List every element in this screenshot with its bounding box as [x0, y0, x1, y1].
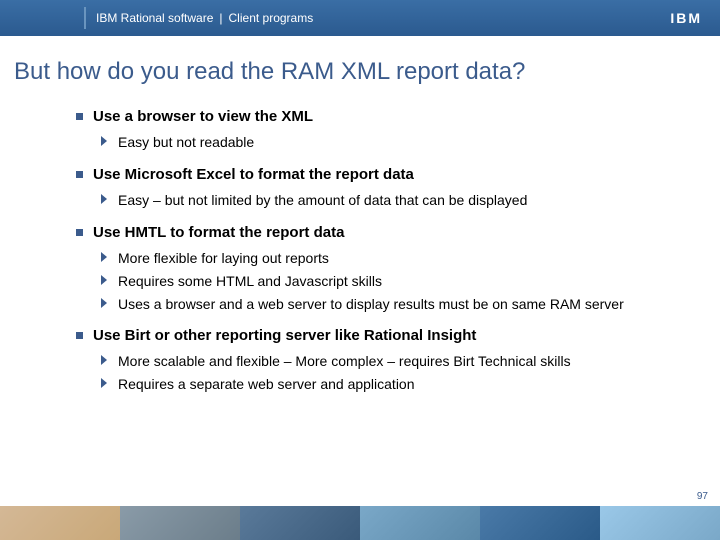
ibm-logo: IBM — [670, 10, 702, 26]
arrow-bullet-icon — [100, 193, 110, 205]
bullet-sub-text: Uses a browser and a web server to displ… — [118, 295, 624, 314]
bullet-main-line: Use Birt or other reporting server like … — [76, 327, 668, 344]
footer-cell — [360, 506, 480, 540]
header-separator: | — [219, 11, 222, 25]
square-bullet-icon — [76, 332, 83, 339]
arrow-bullet-icon — [100, 297, 110, 309]
bullet-main-line: Use HMTL to format the report data — [76, 224, 668, 241]
bullet-item: Use Microsoft Excel to format the report… — [76, 166, 668, 210]
bullet-main-text: Use Microsoft Excel to format the report… — [93, 166, 414, 183]
footer-cell — [600, 506, 720, 540]
bullet-sub-line: Easy – but not limited by the amount of … — [100, 191, 668, 210]
bullet-sub-text: Requires a separate web server and appli… — [118, 375, 415, 394]
bullet-main-line: Use a browser to view the XML — [76, 108, 668, 125]
bullet-sub-text: Requires some HTML and Javascript skills — [118, 272, 382, 291]
footer-image-strip — [0, 506, 720, 540]
bullet-sub-line: Easy but not readable — [100, 133, 668, 152]
arrow-bullet-icon — [100, 274, 110, 286]
footer-cell — [240, 506, 360, 540]
slide-title: But how do you read the RAM XML report d… — [14, 58, 720, 86]
square-bullet-icon — [76, 113, 83, 120]
page-number: 97 — [697, 491, 708, 502]
bullet-sub-line: More scalable and flexible – More comple… — [100, 352, 668, 371]
header-left: IBM Rational software | Client programs — [0, 0, 313, 36]
bullet-item: Use Birt or other reporting server like … — [76, 327, 668, 394]
arrow-bullet-icon — [100, 377, 110, 389]
bullet-main-line: Use Microsoft Excel to format the report… — [76, 166, 668, 183]
header-section: Client programs — [229, 11, 314, 25]
bullet-main-text: Use a browser to view the XML — [93, 108, 313, 125]
header-brand: IBM Rational software — [96, 11, 213, 25]
footer-cell — [480, 506, 600, 540]
arrow-bullet-icon — [100, 251, 110, 263]
footer-strip — [0, 506, 720, 540]
footer-cell — [120, 506, 240, 540]
arrow-bullet-icon — [100, 135, 110, 147]
bullet-sub-line: More flexible for laying out reports — [100, 249, 668, 268]
footer-cell — [0, 506, 120, 540]
bullet-sub-line: Uses a browser and a web server to displ… — [100, 295, 668, 314]
header-divider — [84, 7, 86, 29]
bullet-main-text: Use HMTL to format the report data — [93, 224, 344, 241]
square-bullet-icon — [76, 229, 83, 236]
ibm-logo-text: IBM — [670, 10, 702, 26]
bullet-item: Use HMTL to format the report data More f… — [76, 224, 668, 314]
bullet-sub-text: Easy but not readable — [118, 133, 254, 152]
header-bar: IBM Rational software | Client programs … — [0, 0, 720, 36]
bullet-sub-line: Requires some HTML and Javascript skills — [100, 272, 668, 291]
bullet-item: Use a browser to view the XML Easy but no… — [76, 108, 668, 152]
bullet-sub-text: Easy – but not limited by the amount of … — [118, 191, 527, 210]
bullet-sub-line: Requires a separate web server and appli… — [100, 375, 668, 394]
square-bullet-icon — [76, 171, 83, 178]
bullet-sub-text: More flexible for laying out reports — [118, 249, 329, 268]
bullet-main-text: Use Birt or other reporting server like … — [93, 327, 476, 344]
content-area: Use a browser to view the XML Easy but no… — [0, 108, 720, 394]
arrow-bullet-icon — [100, 354, 110, 366]
bullet-sub-text: More scalable and flexible – More comple… — [118, 352, 571, 371]
